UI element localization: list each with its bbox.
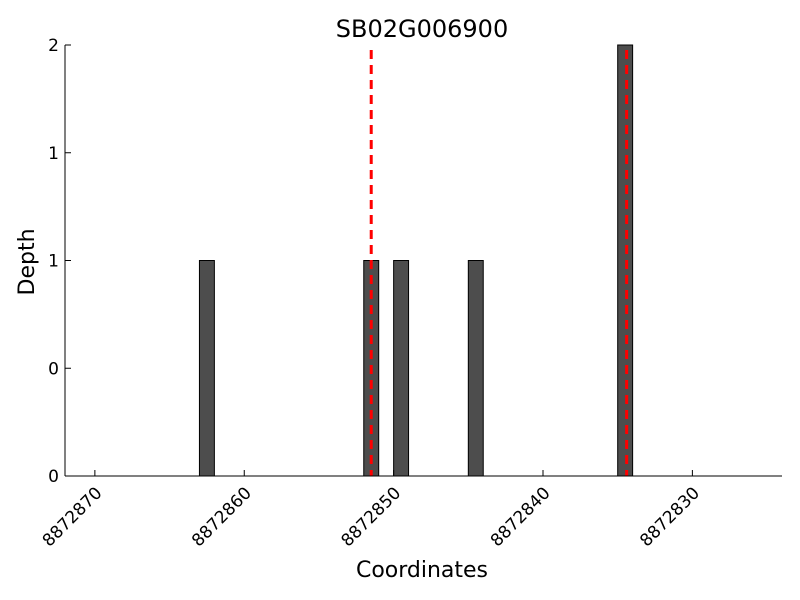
bar — [198, 260, 215, 477]
x-axis-label: Coordinates — [356, 558, 488, 583]
y-tick-label: 1 — [48, 144, 59, 164]
chart-title: SB02G006900 — [336, 15, 508, 43]
y-tick-label: 0 — [48, 359, 59, 379]
y-axis-label: Depth — [15, 228, 40, 295]
y-tick-label: 0 — [48, 467, 59, 487]
x-tick-label: 8872840 — [487, 483, 555, 551]
x-tick-label: 8872860 — [188, 483, 256, 551]
x-tick-label: 8872870 — [39, 483, 107, 551]
x-tick-label: 8872850 — [337, 483, 405, 551]
bar — [393, 260, 410, 477]
y-tick-label: 1 — [48, 252, 59, 272]
x-tick-label: 8872830 — [636, 483, 704, 551]
y-tick-label: 2 — [48, 36, 59, 56]
bar — [467, 260, 484, 477]
